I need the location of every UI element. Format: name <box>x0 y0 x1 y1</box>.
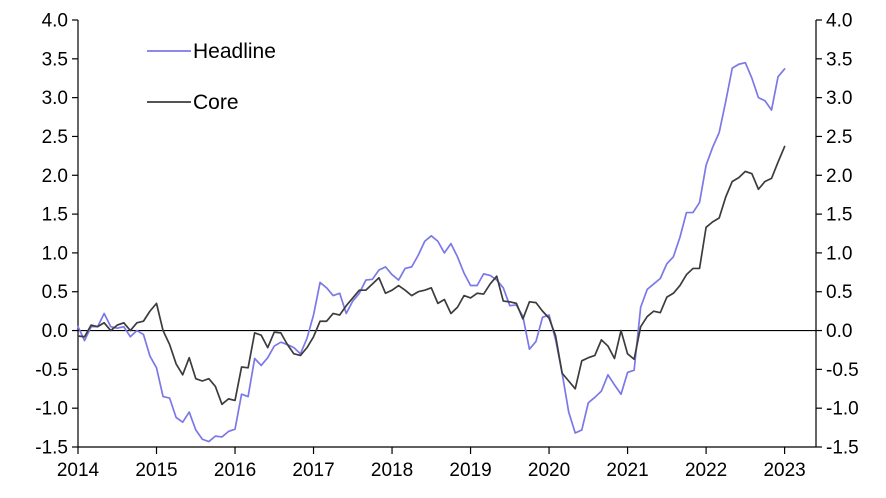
y-tick-label-left: 1.5 <box>42 205 68 226</box>
x-tick-label: 2022 <box>685 460 727 481</box>
y-tick-label-right: 2.0 <box>826 166 852 187</box>
y-tick-label-left: 4.0 <box>42 11 68 32</box>
x-tick-label: 2023 <box>763 460 805 481</box>
y-tick-label-left: 0.5 <box>42 282 68 303</box>
y-axis-right: -1.5 -1.0 -0.5 0.0 0.5 1.0 1.5 2.0 2.5 3.0 3.5 4.0 <box>816 11 859 459</box>
y-tick-label-right: 3.0 <box>826 88 852 109</box>
y-tick-label-left: -1.0 <box>35 399 68 420</box>
legend-label-core: Core <box>193 91 239 114</box>
x-tick-label: 2018 <box>371 460 413 481</box>
series-line-headline <box>77 61 786 443</box>
x-tick-label: 2021 <box>606 460 648 481</box>
x-axis: 2014 2015 2016 2017 2018 2019 2020 2021 2022 2023 <box>57 447 806 481</box>
x-tick-label: 2014 <box>57 460 100 481</box>
x-tick-label: 2017 <box>292 460 334 481</box>
y-tick-label-right: 1.5 <box>826 205 852 226</box>
x-tick-label: 2016 <box>214 460 256 481</box>
x-tick-label: 2019 <box>449 460 491 481</box>
y-tick-label-right: 3.5 <box>826 49 852 70</box>
y-tick-label-right: 1.0 <box>826 243 852 264</box>
y-tick-label-right: -1.5 <box>826 438 859 459</box>
y-tick-label-left: 0.0 <box>42 321 68 342</box>
y-tick-label-right: 4.0 <box>826 11 852 32</box>
y-tick-label-right: -0.5 <box>826 360 859 381</box>
y-tick-label-right: 2.5 <box>826 127 852 148</box>
legend-label-headline: Headline <box>193 40 276 63</box>
y-tick-label-left: 1.0 <box>42 243 68 264</box>
y-tick-label-right: -1.0 <box>826 399 859 420</box>
y-tick-label-left: 3.5 <box>42 49 68 70</box>
y-tick-label-left: 2.5 <box>42 127 68 148</box>
y-tick-label-left: 2.0 <box>42 166 68 187</box>
y-tick-label-right: 0.5 <box>826 282 852 303</box>
series-line-core <box>77 145 786 406</box>
plot-frame <box>77 20 817 448</box>
y-axis-left: -1.5 -1.0 -0.5 0.0 0.5 1.0 1.5 2.0 2.5 3.0 3.5 4.0 <box>35 11 78 459</box>
legend: Headline Core <box>147 40 276 114</box>
series-lines <box>77 61 786 443</box>
y-tick-label-left: 3.0 <box>42 88 68 109</box>
y-tick-label-left: -1.5 <box>35 438 68 459</box>
x-tick-label: 2015 <box>135 460 177 481</box>
y-tick-label-right: 0.0 <box>826 321 852 342</box>
y-tick-label-left: -0.5 <box>35 360 68 381</box>
x-tick-label: 2020 <box>528 460 570 481</box>
